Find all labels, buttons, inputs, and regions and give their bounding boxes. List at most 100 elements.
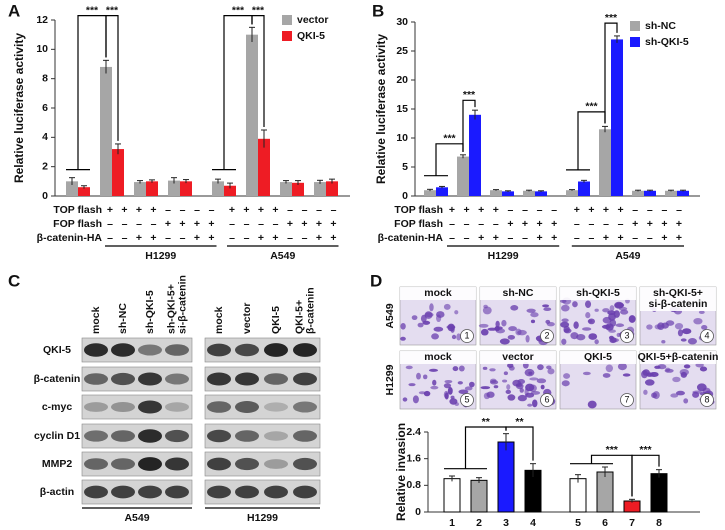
treatment-sign: – [676,204,682,216]
cell [510,305,519,311]
treatment-sign: – [647,232,653,244]
blot-band [293,430,317,442]
blot-band [235,343,259,357]
treatment-sign: – [493,218,499,230]
image-number: 8 [704,394,709,404]
cell [505,389,512,394]
cell [654,365,661,369]
blot-row-label: β-catenin [34,373,81,385]
treatment-sign: + [243,204,249,216]
cell [616,332,621,338]
y-tick-label: 0 [42,190,48,202]
error-bar [493,189,499,191]
cell [402,397,408,402]
error-bar [439,185,445,189]
treatment-sign: – [618,218,624,230]
blot-band [111,458,135,470]
error-bar [283,180,289,184]
treatment-sign: + [537,218,543,230]
y-tick-label: 2.4 [406,426,421,438]
y-tick-label: 10 [36,43,48,55]
bar [650,473,668,513]
bar [326,181,338,196]
blot-strip [81,394,193,420]
bracket [105,15,119,141]
cell [649,371,659,377]
image-label: mock [424,287,452,299]
treatment-sign: – [165,204,171,216]
blot-row-label: cyclin D1 [34,430,80,442]
error-bar [149,179,155,183]
blot-column-label: β-catenin [304,287,316,334]
cell [411,315,418,321]
cell [587,319,593,323]
treatment-sign: – [464,218,470,230]
bar [644,190,656,196]
blot-column-label: sh-QKI-5+ [165,284,177,334]
treatment-sign: + [194,232,200,244]
blot-column-label: QKI-5 [270,306,282,334]
error-bar [460,154,466,159]
error-bar [215,178,221,184]
group-label: A549 [615,250,640,262]
treatment-sign: + [618,232,624,244]
bar [569,478,587,513]
treatment-sign: + [301,218,307,230]
blot-band [165,402,189,412]
error-bar [427,188,433,192]
cell [506,384,511,390]
blot-row-label: c-myc [42,401,73,413]
number-badge [700,329,714,343]
cell [412,395,419,404]
cell [517,394,527,402]
y-tick-label: 30 [396,16,408,28]
cell [536,378,547,384]
treatment-sign: + [603,232,609,244]
error-bar [69,177,75,185]
cell [482,366,488,370]
cell [443,390,449,399]
cell [451,334,457,340]
invasion-image: mock 1 [399,286,477,346]
bracket [604,22,618,124]
error-bar [329,178,335,184]
error-bar [647,189,653,192]
treatment-sign: – [258,218,264,230]
blot-column-label: sh-QKI-5 [144,290,156,334]
legend-label: sh-NC [645,20,676,32]
cell [431,333,439,340]
cell [643,389,648,395]
cell [418,391,426,395]
treatment-sign: – [522,204,528,216]
cell [494,326,500,332]
treatment-sign: – [507,232,513,244]
cell [436,314,442,323]
cell-line-label: H1299 [247,512,278,524]
treatment-sign: – [464,232,470,244]
cell [573,321,579,329]
bar [146,181,158,196]
treatment-sign: – [478,218,484,230]
significance: *** [86,4,99,16]
invasion-image: vector 6 [479,350,557,410]
bar [535,191,547,196]
error-bar [526,189,532,192]
treatment-sign: + [179,218,185,230]
image-label: sh-QKI-5+ [653,287,703,299]
treatment-sign: + [551,232,557,244]
cell [480,328,489,336]
blot-band [264,459,288,469]
legend-swatch [282,15,292,25]
cell [454,310,459,315]
bar [280,182,292,196]
significance: *** [106,4,119,16]
cell [572,301,578,308]
cell [563,328,572,334]
bar [134,182,146,196]
cell [443,303,451,310]
treatment-sign: – [107,218,113,230]
cell [620,309,629,315]
treatment-sign: – [122,218,128,230]
cell [458,365,465,372]
blot-row-label: MMP2 [42,458,72,470]
